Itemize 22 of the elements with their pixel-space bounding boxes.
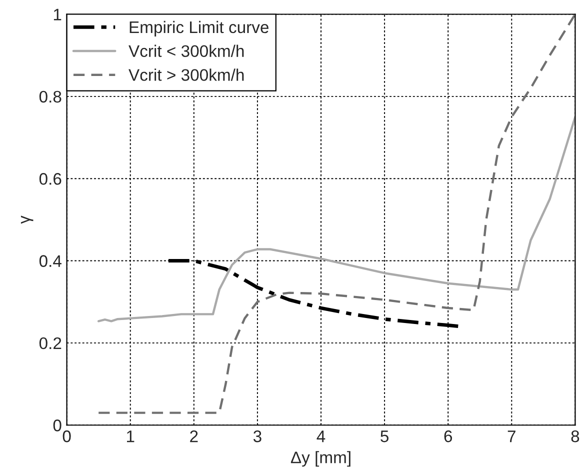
x-tick-label: 7 [508, 430, 516, 442]
y-tick-label: 0.6 [39, 173, 62, 185]
y-tick-label: 1 [54, 8, 62, 20]
x-tick-label: 8 [571, 430, 580, 442]
y-axis-title: γ [20, 216, 34, 224]
x-tick-label: 3 [253, 430, 262, 442]
x-tick-label: 4 [316, 430, 326, 442]
x-tick-label: 6 [444, 430, 452, 442]
y-tick-label: 0.4 [39, 255, 62, 267]
x-axis-title: Δy [mm] [290, 451, 350, 467]
line-series [97, 116, 576, 322]
x-tick-label: 5 [380, 430, 388, 442]
y-tick-label: 0.2 [39, 337, 62, 350]
x-tick-label: 0 [62, 430, 71, 442]
y-tick-label: 0 [53, 420, 62, 432]
y-tick-label: 0.8 [39, 90, 62, 103]
x-tick-label: 2 [190, 430, 198, 442]
legend-label: Vcrit > 300km/h [128, 68, 244, 81]
legend-label: Vcrit < 300km/h [128, 44, 244, 58]
line-series [97, 14, 576, 414]
legend-label: Empiric Limit curve [130, 20, 269, 36]
x-tick-label: 1 [127, 430, 134, 442]
